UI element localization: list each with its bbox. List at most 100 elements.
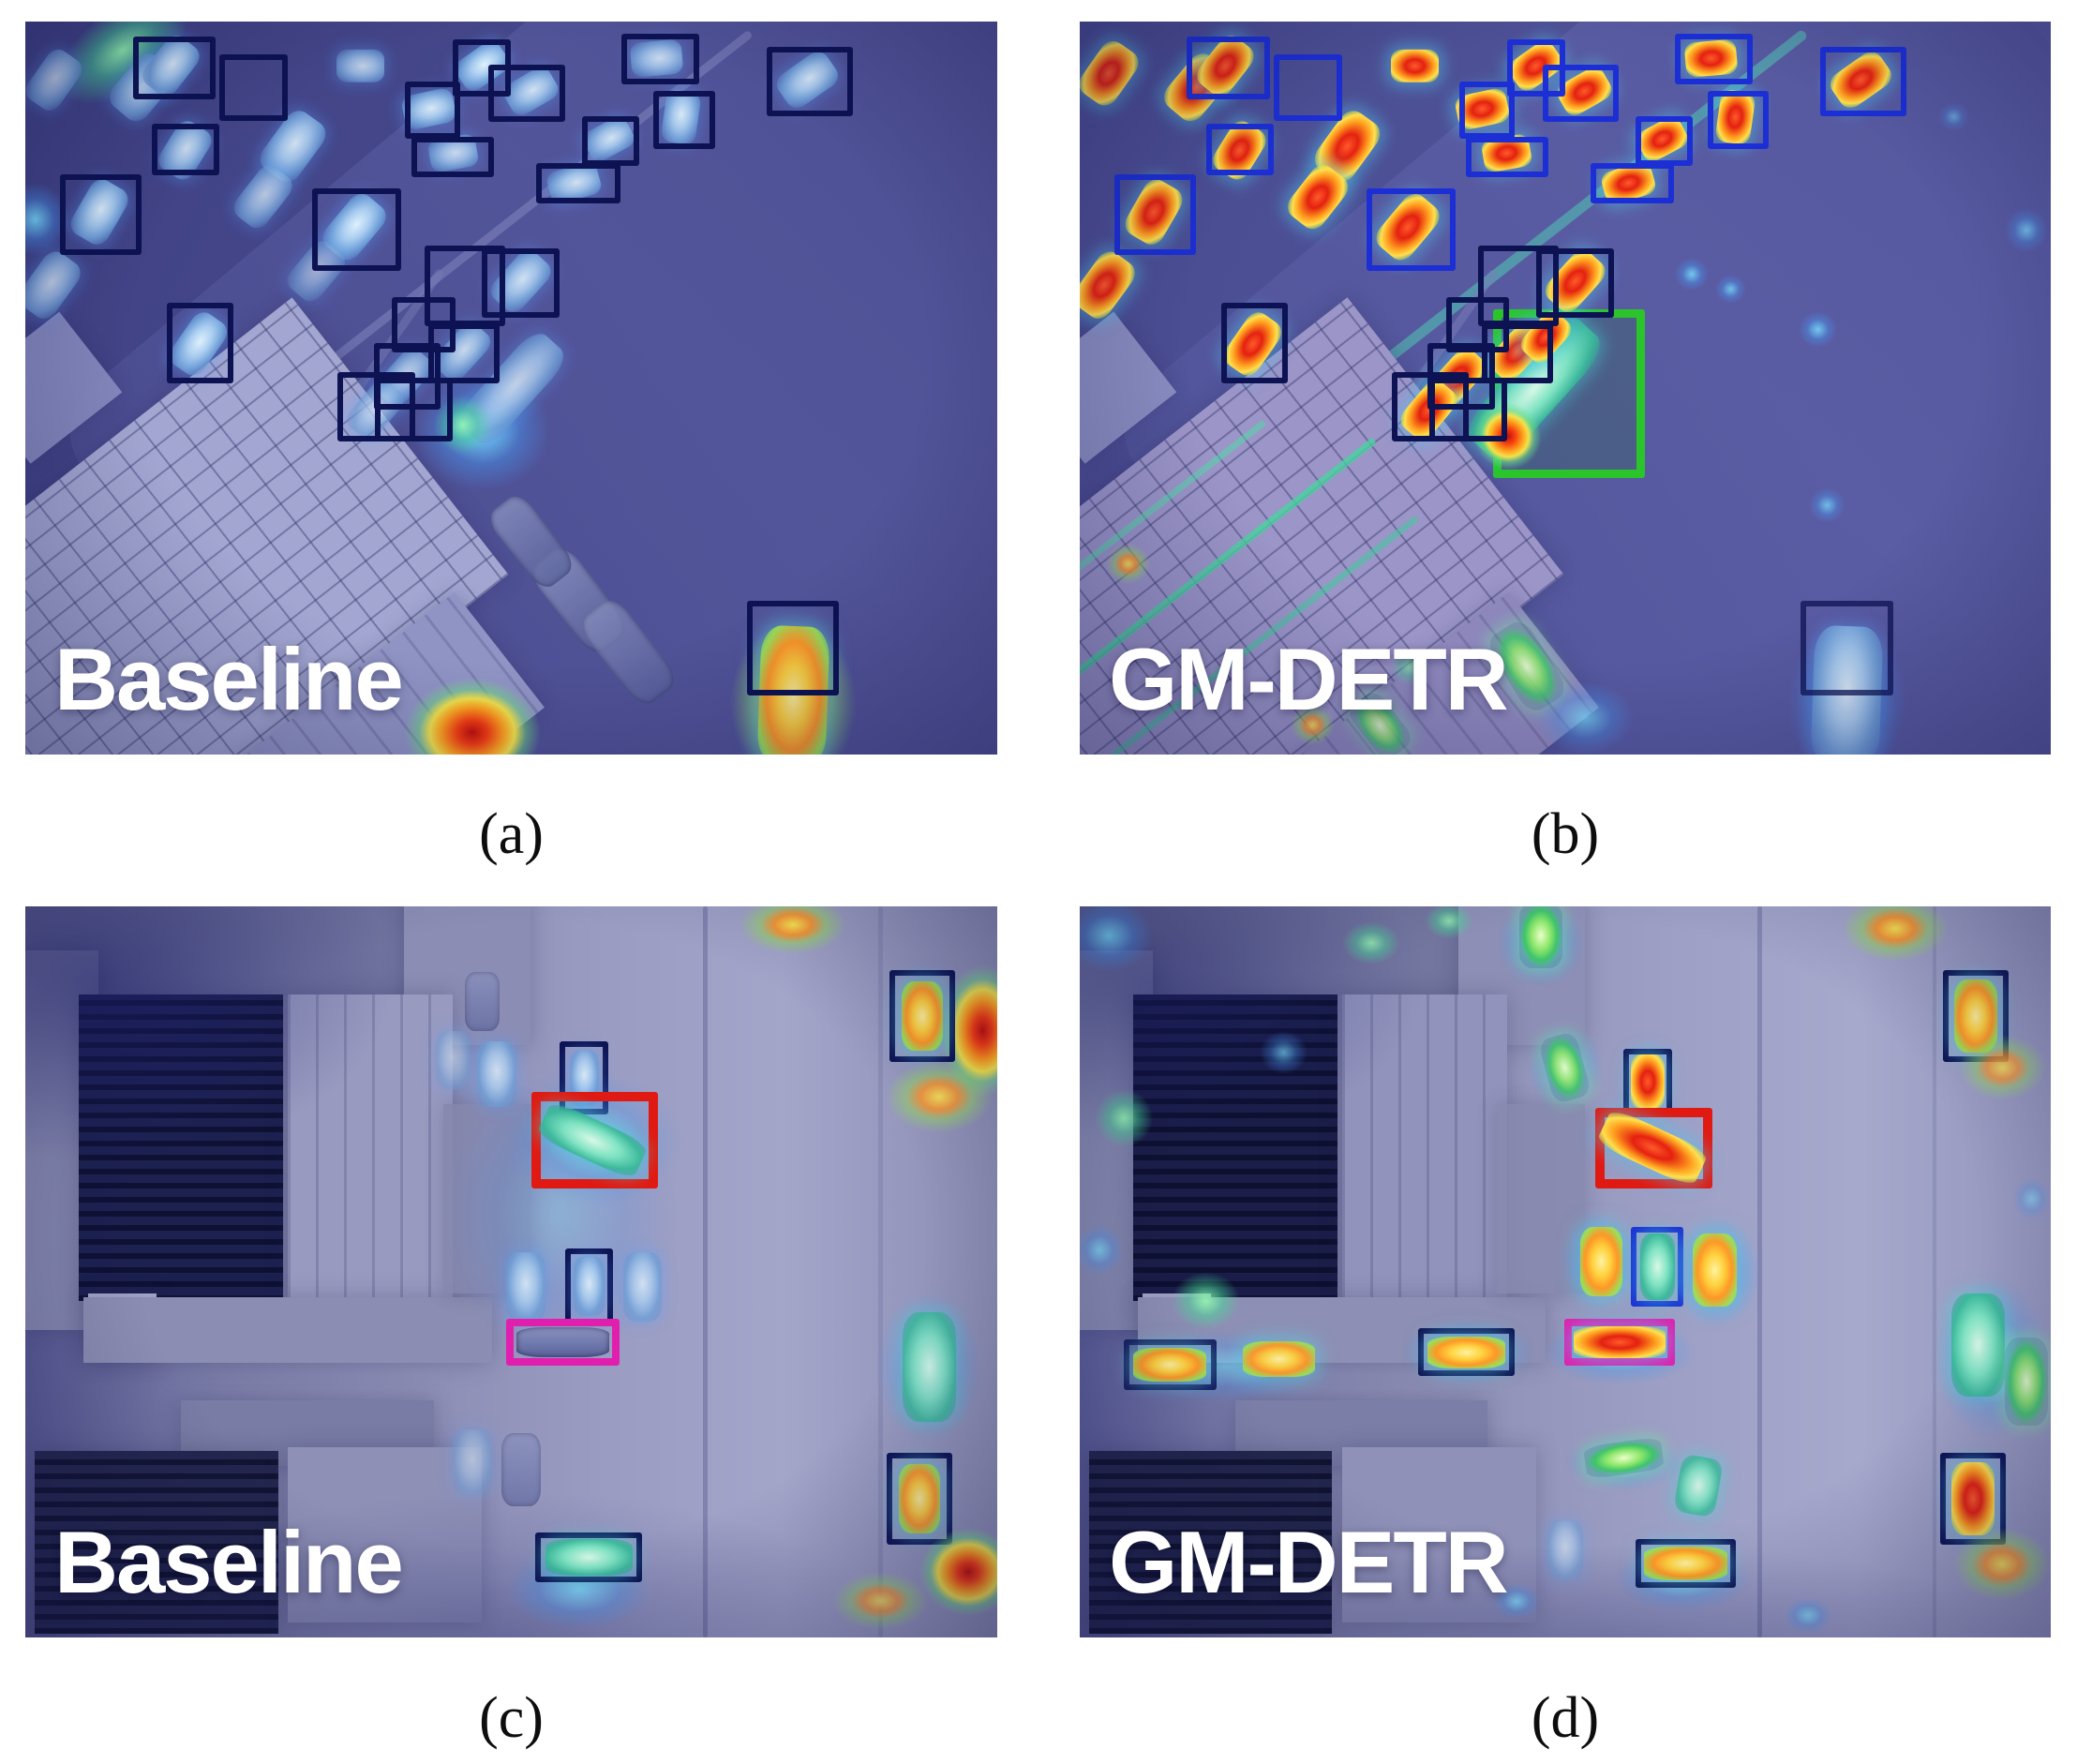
- building-shape: [1089, 1451, 1333, 1635]
- subfigure-caption-b: (b): [1531, 802, 1600, 866]
- detection-box: [1542, 65, 1620, 123]
- heat-blob: [1714, 274, 1746, 305]
- detection-box: [1675, 33, 1753, 85]
- vehicle-heat-mark: [899, 1463, 940, 1533]
- heat-blob: [404, 677, 541, 755]
- vehicle-heat-mark: [573, 1257, 605, 1316]
- vehicle-heat-mark: [501, 1432, 541, 1506]
- detection-box: [1819, 47, 1907, 116]
- heat-blob: [1958, 1034, 2046, 1100]
- vehicle-heat-mark: [465, 972, 500, 1031]
- detection-box: [536, 162, 620, 203]
- detection-box: [1124, 1338, 1217, 1391]
- vehicle-heat-mark: [336, 49, 385, 82]
- detection-box: [311, 187, 402, 272]
- vehicle-heat-mark: [435, 1030, 471, 1089]
- vehicle-heat-mark: [1631, 1054, 1665, 1110]
- detection-box: [404, 82, 461, 140]
- detection-box: [506, 1318, 620, 1366]
- detection-box: [1635, 1539, 1737, 1588]
- heat-blob: [2011, 1176, 2051, 1221]
- heat-blob: [1259, 1030, 1308, 1075]
- panel-d-scene: [1080, 906, 2051, 1637]
- vehicle-heat-mark: [1133, 1348, 1207, 1382]
- detection-box: [482, 248, 560, 318]
- detection-box: [60, 173, 142, 255]
- detection-box: [889, 970, 956, 1062]
- heat-blob: [1953, 1528, 2051, 1601]
- detection-box: [375, 378, 454, 442]
- detection-box: [620, 33, 699, 85]
- detection-box: [1458, 82, 1515, 140]
- building-shape: [35, 1451, 278, 1635]
- detection-box: [166, 303, 234, 384]
- vehicle-heat-mark: [1951, 1461, 1995, 1535]
- heat-blob: [1094, 1089, 1153, 1148]
- building-shape: [287, 1447, 483, 1623]
- subfigure-caption-a: (a): [479, 802, 544, 866]
- detection-box: [766, 47, 853, 116]
- heat-blob: [1291, 705, 1335, 746]
- curb-streak: [878, 906, 883, 1637]
- detection-box: [1636, 116, 1694, 166]
- panel-c-baseline-heatmap: Baseline: [25, 906, 997, 1637]
- heat-blob: [1674, 258, 1709, 292]
- vehicle-heat-mark: [1080, 36, 1143, 111]
- building-shape: [1341, 994, 1507, 1302]
- heat-blob: [1492, 1582, 1542, 1620]
- detection-box: [427, 323, 500, 384]
- detection-box: [1801, 600, 1893, 696]
- heat-blob: [1535, 680, 1634, 755]
- vehicle-heat-mark: [545, 1538, 634, 1576]
- vehicle-heat-mark: [902, 1311, 956, 1422]
- detection-box: [219, 54, 288, 121]
- detection-box: [535, 1532, 643, 1582]
- vehicle-heat-mark: [1692, 1233, 1738, 1308]
- detection-box: [1590, 162, 1675, 203]
- detection-box: [1366, 187, 1456, 272]
- detection-box: [1535, 248, 1614, 318]
- vehicle-heat-mark: [516, 1326, 609, 1358]
- detection-box: [1417, 1328, 1516, 1377]
- heat-blob: [1798, 310, 1838, 348]
- detection-box: [1114, 173, 1197, 255]
- detection-box: [132, 36, 216, 99]
- detection-box: [411, 137, 495, 178]
- panel-b-gmdetr-heatmap: GM-DETR: [1080, 22, 2051, 755]
- vehicle-heat-mark: [1242, 1341, 1316, 1377]
- shade-overlay: [25, 906, 396, 1162]
- subfigure-caption-c: (c): [479, 1686, 544, 1750]
- vehicle-heat-mark: [1080, 247, 1141, 324]
- panel-c-scene: [25, 906, 997, 1637]
- vehicle-heat-mark: [1950, 1293, 2005, 1397]
- vehicle-heat-mark: [2004, 1338, 2049, 1426]
- heat-blob: [1172, 1272, 1240, 1331]
- vehicle-heat-mark: [1547, 1520, 1583, 1579]
- heat-blob: [885, 1059, 993, 1133]
- vehicle-heat-mark: [622, 1251, 663, 1322]
- panel-d-gmdetr-heatmap: GM-DETR: [1080, 906, 2051, 1637]
- panel-b-scene: [1080, 22, 2051, 755]
- detection-box: [151, 124, 220, 176]
- heat-blob: [1424, 906, 1473, 940]
- vehicle-heat-mark: [1573, 1325, 1666, 1359]
- detection-box: [581, 116, 639, 166]
- detection-box: [1428, 378, 1507, 442]
- vehicle-heat-mark: [25, 247, 86, 324]
- heat-blob: [1390, 648, 1429, 685]
- vehicle-heat-mark: [1518, 906, 1563, 969]
- vehicle-heat-mark: [1427, 1336, 1505, 1368]
- heat-blob: [1842, 906, 1950, 962]
- vehicle-heat-mark: [1643, 1547, 1727, 1581]
- heat-blob: [1937, 102, 1969, 132]
- heat-blob: [1106, 544, 1151, 585]
- detection-box: [886, 1453, 953, 1545]
- heat-blob: [831, 1571, 930, 1631]
- heat-blob: [919, 1528, 997, 1616]
- heat-blob: [1080, 1224, 1124, 1276]
- panel-a-scene: [25, 22, 997, 755]
- building-shape: [83, 1297, 492, 1364]
- shade-overlay: [122, 1491, 901, 1637]
- vehicle-heat-mark: [506, 1251, 545, 1322]
